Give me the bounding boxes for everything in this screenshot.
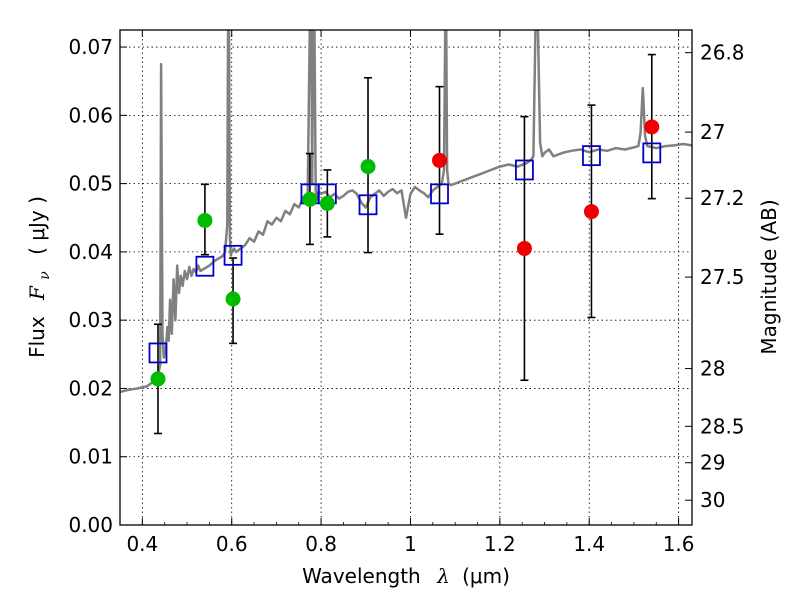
observed-ir-point — [432, 152, 448, 168]
model-photometry-point — [195, 255, 215, 277]
observed-optical-point — [225, 291, 241, 307]
y-tick-label: 0.05 — [68, 172, 113, 196]
axis-ticks: 0.4 0.6 0.8 1 1.2 1.4 1.6 0.00 0.01 0.02 0.03 0.04 0… — [68, 30, 745, 556]
model-photometry-point — [223, 244, 243, 266]
observed-optical-point — [319, 195, 335, 211]
x-tick-label: 1.4 — [573, 532, 605, 556]
y-axis-subscript: ν — [37, 271, 53, 280]
x-axis-prefix: Wavelength — [302, 564, 421, 588]
y-axis-title: Flux F ν ( μJy ) — [25, 196, 54, 358]
y-axis-prefix: Flux — [25, 316, 49, 358]
x-tick-label: 0.4 — [126, 532, 158, 556]
observed-ir-point — [516, 240, 532, 256]
model-photometry-markers — [148, 142, 662, 364]
observed-optical-point — [360, 159, 376, 175]
observed-markers — [150, 119, 660, 387]
y2-tick-label: 26.8 — [700, 41, 745, 65]
y-tick-label: 0.01 — [68, 445, 113, 469]
observed-optical-point — [302, 191, 318, 207]
observed-optical-point — [197, 212, 213, 228]
observed-optical-point — [150, 371, 166, 387]
x-axis-title: Wavelength λ (μm) — [302, 564, 510, 588]
y2-tick-label: 28 — [700, 357, 725, 381]
x-tick-label: 1.6 — [663, 532, 695, 556]
model-photometry-point — [642, 142, 662, 164]
x-axis-symbol: λ — [436, 564, 450, 588]
y2-tick-label: 27 — [700, 120, 725, 144]
y2-axis-title: Magnitude (AB) — [757, 199, 781, 354]
observed-ir-point — [644, 119, 660, 135]
y2-tick-label: 28.5 — [700, 414, 745, 438]
y-tick-label: 0.07 — [68, 35, 113, 59]
x-tick-label: 1.2 — [484, 532, 516, 556]
observed-ir-point — [583, 204, 599, 220]
model-photometry-point — [430, 183, 449, 205]
y-tick-label: 0.04 — [68, 240, 113, 264]
model-photometry-point — [148, 342, 168, 364]
y2-tick-label: 30 — [700, 488, 725, 512]
y-tick-label: 0.03 — [68, 308, 113, 332]
model-photometry-point — [358, 194, 378, 216]
y-tick-label: 0.06 — [68, 103, 113, 127]
model-spectrum-line — [120, 30, 692, 394]
grid — [120, 30, 692, 525]
y-tick-label: 0.02 — [68, 376, 113, 400]
y-axis-symbol: F — [25, 285, 49, 301]
x-tick-label: 0.8 — [305, 532, 337, 556]
x-tick-label: 0.6 — [216, 532, 248, 556]
y-tick-label: 0.00 — [68, 513, 113, 537]
y2-tick-label: 27.2 — [700, 186, 745, 210]
y-axis-unit: ( μJy ) — [25, 196, 49, 255]
y2-tick-label: 27.5 — [700, 265, 745, 289]
model-photometry-point — [582, 145, 601, 167]
y2-tick-label: 29 — [700, 451, 725, 475]
x-axis-unit: (μm) — [462, 564, 510, 588]
plot-area — [120, 30, 692, 525]
x-tick-label: 1 — [404, 532, 417, 556]
model-photometry-point — [515, 159, 534, 181]
model-spectrum-layer — [120, 30, 692, 394]
